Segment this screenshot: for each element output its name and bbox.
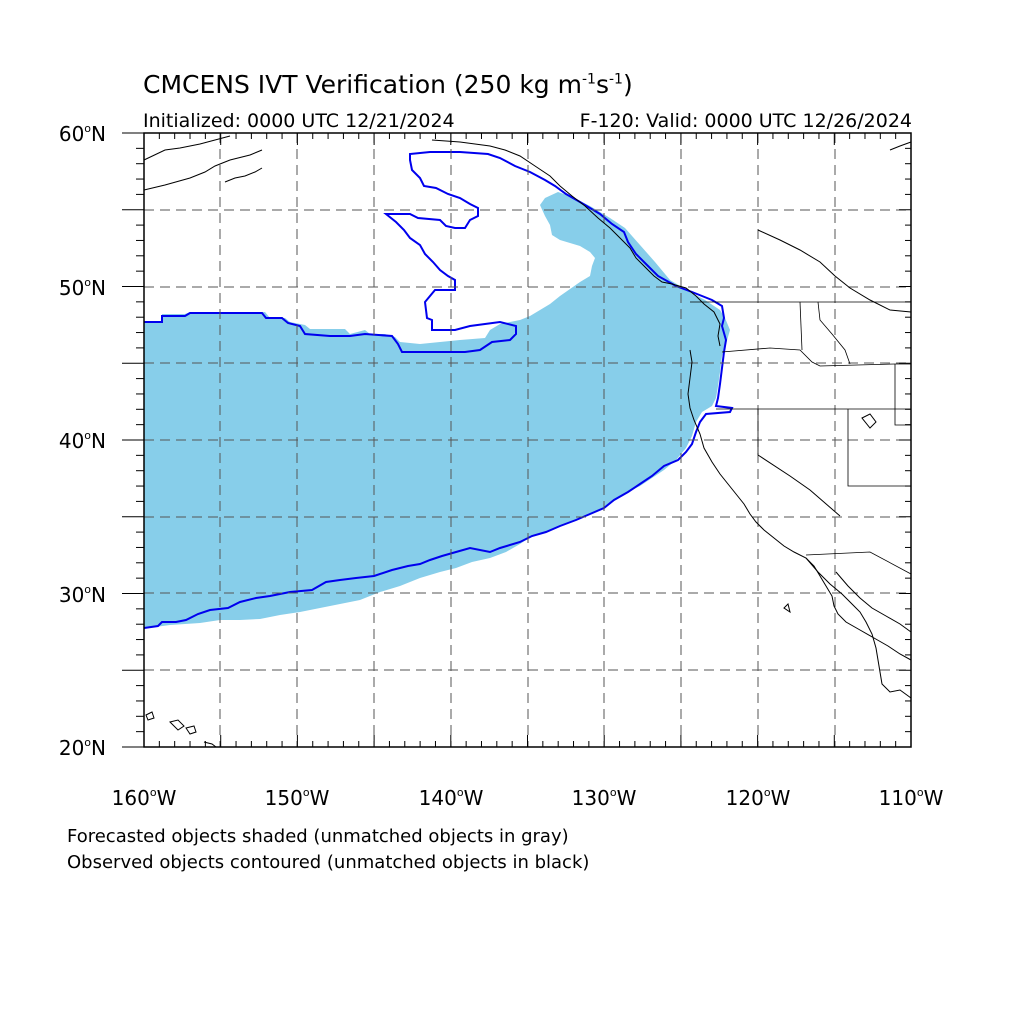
chart-title: CMCENS IVT Verification (250 kg m-1s-1)	[143, 70, 633, 99]
lon-label-110w: 110oW	[878, 786, 944, 810]
valid-time-label: F-120: Valid: 0000 UTC 12/26/2024	[579, 110, 912, 132]
lon-label-150w: 150oW	[264, 786, 330, 810]
init-time-label: Initialized: 0000 UTC 12/21/2024	[143, 110, 455, 132]
coastlines	[143, 135, 912, 748]
legend-forecast-note: Forecasted objects shaded (unmatched obj…	[67, 826, 569, 847]
graticule	[144, 133, 911, 747]
lat-label-60: 60oN	[58, 122, 106, 146]
lat-label-50: 50oN	[58, 276, 106, 300]
axis-ticks	[122, 132, 912, 748]
state-borders	[690, 301, 912, 575]
lat-label-40: 40oN	[58, 429, 106, 453]
lon-label-130w: 130oW	[571, 786, 637, 810]
lon-label-140w: 140oW	[418, 786, 484, 810]
legend-observed-note: Observed objects contoured (unmatched ob…	[67, 852, 590, 873]
lon-label-120w: 120oW	[725, 786, 791, 810]
lon-label-160w: 160oW	[111, 786, 177, 810]
observed-contour	[144, 151, 734, 629]
lat-label-20: 20oN	[58, 736, 106, 760]
forecast-object	[144, 192, 730, 627]
lat-label-30: 30oN	[58, 583, 106, 607]
